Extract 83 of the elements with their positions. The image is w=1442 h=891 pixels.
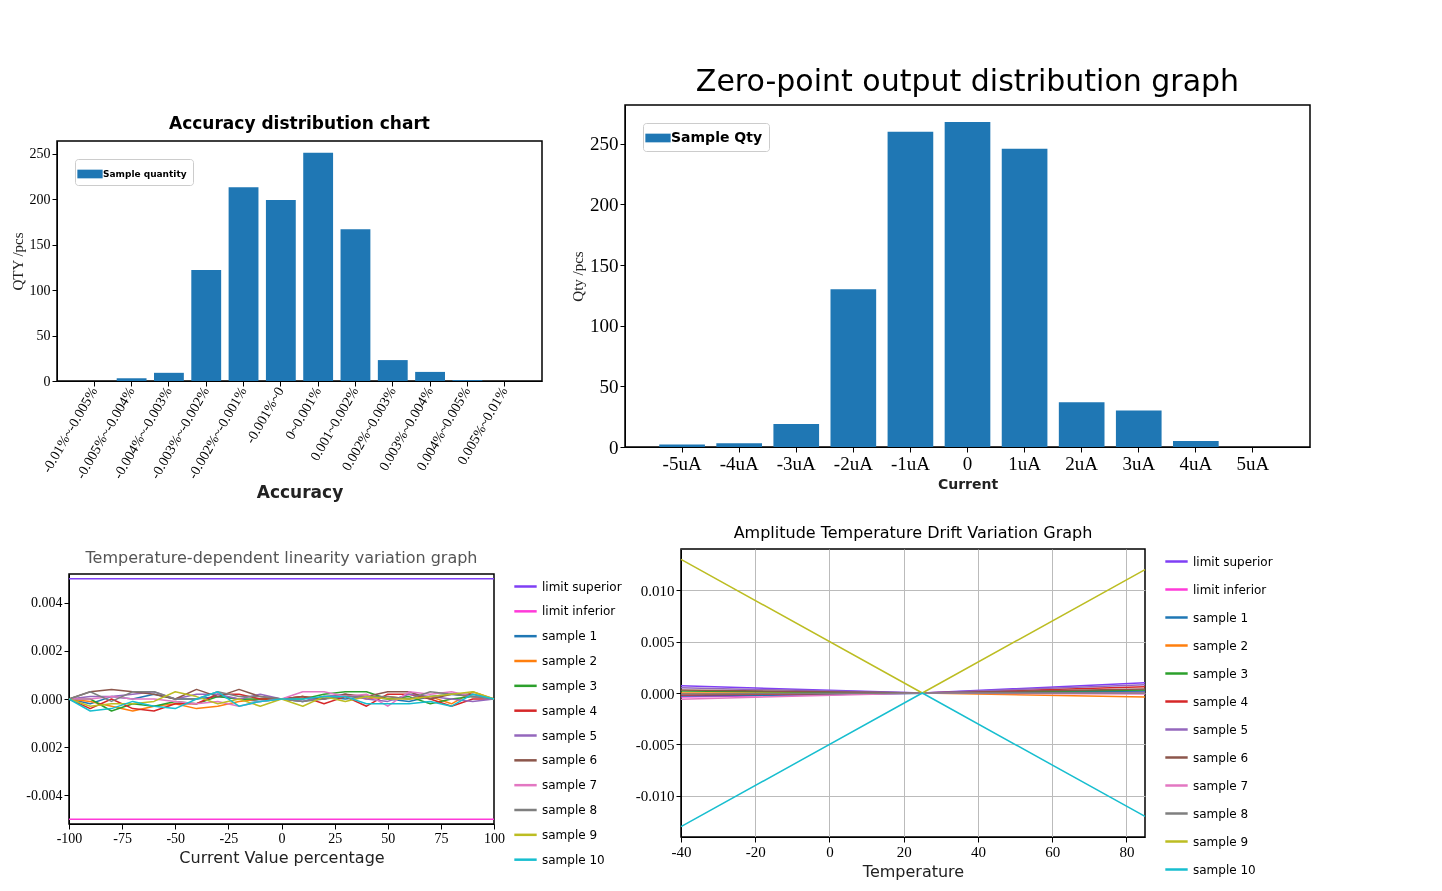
legend-label: sample 3 [1193, 666, 1249, 681]
x-axis-title: Accuracy [256, 482, 344, 503]
x-tick-label: 40 [970, 843, 986, 860]
x-tick-label: 100 [484, 830, 505, 846]
x-tick-label: -75 [113, 830, 132, 846]
x-axis-title: Current Value percentage [179, 847, 385, 867]
x-axis-title: Temperature [861, 861, 965, 881]
x-tick-label: -20 [745, 843, 766, 860]
y-tick-label: 200 [29, 191, 51, 207]
x-tick-label: 5uA [1236, 452, 1270, 474]
legend-label: sample 9 [542, 827, 598, 842]
legend-label: sample 1 [1193, 610, 1249, 625]
legend-label: sample 6 [1193, 750, 1249, 765]
y-axis-title: QTY /pcs [9, 232, 26, 291]
x-tick-label: -25 [219, 830, 239, 846]
y-axis-title: Qty /pcs [570, 251, 586, 302]
legend-label: limit superior [1193, 554, 1273, 569]
x-tick-label: -4uA [719, 452, 759, 474]
y-tick-label: 0.000 [31, 691, 63, 707]
x-tick-label: -50 [166, 830, 186, 846]
y-tick-label: 100 [590, 315, 619, 337]
legend-label: Sample Qty [671, 129, 763, 145]
legend-label: Sample quantity [103, 169, 187, 179]
x-tick-label: 3uA [1122, 452, 1156, 474]
legend-label: limit inferior [542, 604, 616, 619]
y-tick-label: 0.010 [640, 582, 675, 599]
x-tick-label: 4uA [1179, 452, 1213, 474]
legend-label: sample 5 [542, 728, 598, 743]
x-tick-label: 75 [434, 830, 449, 846]
y-tick-label: 250 [29, 146, 51, 162]
y-tick-label: -0.005 [635, 736, 675, 753]
y-tick-label: -0.010 [635, 788, 675, 805]
y-tick-label: 50 [36, 328, 51, 344]
legend-label: sample 10 [1193, 862, 1256, 877]
y-tick-label: 0.000 [640, 685, 675, 702]
legend-label: sample 2 [1193, 638, 1249, 653]
legend-label: sample 2 [542, 654, 598, 668]
legend-label: sample 4 [542, 703, 598, 718]
x-tick-label: -2uA [833, 452, 874, 474]
x-tick-label: 25 [328, 830, 343, 846]
legend-label: sample 8 [542, 803, 598, 817]
x-tick-label: 0 [826, 843, 834, 860]
chart-title: Amplitude Temperature Drift Variation Graph [733, 523, 1093, 542]
y-tick-label: 150 [29, 237, 51, 253]
y-tick-label: 250 [590, 133, 619, 155]
x-tick-label: -1uA [890, 452, 931, 474]
legend-label: limit superior [542, 579, 622, 594]
x-axis-title: Current [937, 475, 999, 492]
x-tick-label: -40 [671, 843, 692, 860]
y-tick-label: 0.005 [640, 634, 675, 651]
legend-label: sample 10 [542, 852, 605, 867]
y-tick-label: 0.002 [31, 739, 63, 755]
x-tick-label: 0 [962, 452, 973, 474]
x-tick-label: 1uA [1008, 452, 1042, 474]
legend-label: sample 4 [1193, 694, 1249, 709]
x-tick-label: 50 [381, 830, 396, 846]
chart-title: Temperature-dependent linearity variation graph [84, 548, 478, 567]
legend-label: sample 5 [1193, 722, 1249, 737]
legend-label: sample 8 [1193, 806, 1249, 821]
x-tick-label: 20 [896, 843, 912, 860]
x-tick-label: -3uA [776, 452, 817, 474]
x-tick-label: -5uA [662, 452, 702, 474]
x-tick-label: 2uA [1065, 452, 1099, 474]
y-tick-label: 200 [590, 193, 619, 215]
y-tick-label: 150 [590, 254, 619, 276]
x-tick-label: -100 [56, 830, 83, 846]
x-tick-label: 80 [1119, 843, 1135, 860]
legend-label: sample 1 [542, 629, 598, 644]
y-tick-label: 0 [43, 373, 51, 389]
legend-label: sample 6 [542, 753, 598, 768]
legend-label: sample 7 [542, 778, 598, 793]
legend-label: sample 3 [542, 678, 598, 693]
y-tick-label: 0.002 [31, 643, 63, 659]
chart-title: Accuracy distribution chart [169, 113, 430, 133]
legend-label: sample 9 [1193, 834, 1249, 849]
y-tick-label: 0.004 [31, 595, 63, 611]
y-tick-label: 100 [29, 282, 51, 298]
x-tick-label: 0 [278, 830, 286, 846]
legend-label: limit inferior [1193, 582, 1267, 597]
chart-title: Zero-point output distribution graph [695, 63, 1240, 98]
x-tick-label: 60 [1045, 843, 1061, 860]
legend-label: sample 7 [1193, 778, 1249, 793]
y-tick-label: -0.004 [26, 787, 63, 803]
